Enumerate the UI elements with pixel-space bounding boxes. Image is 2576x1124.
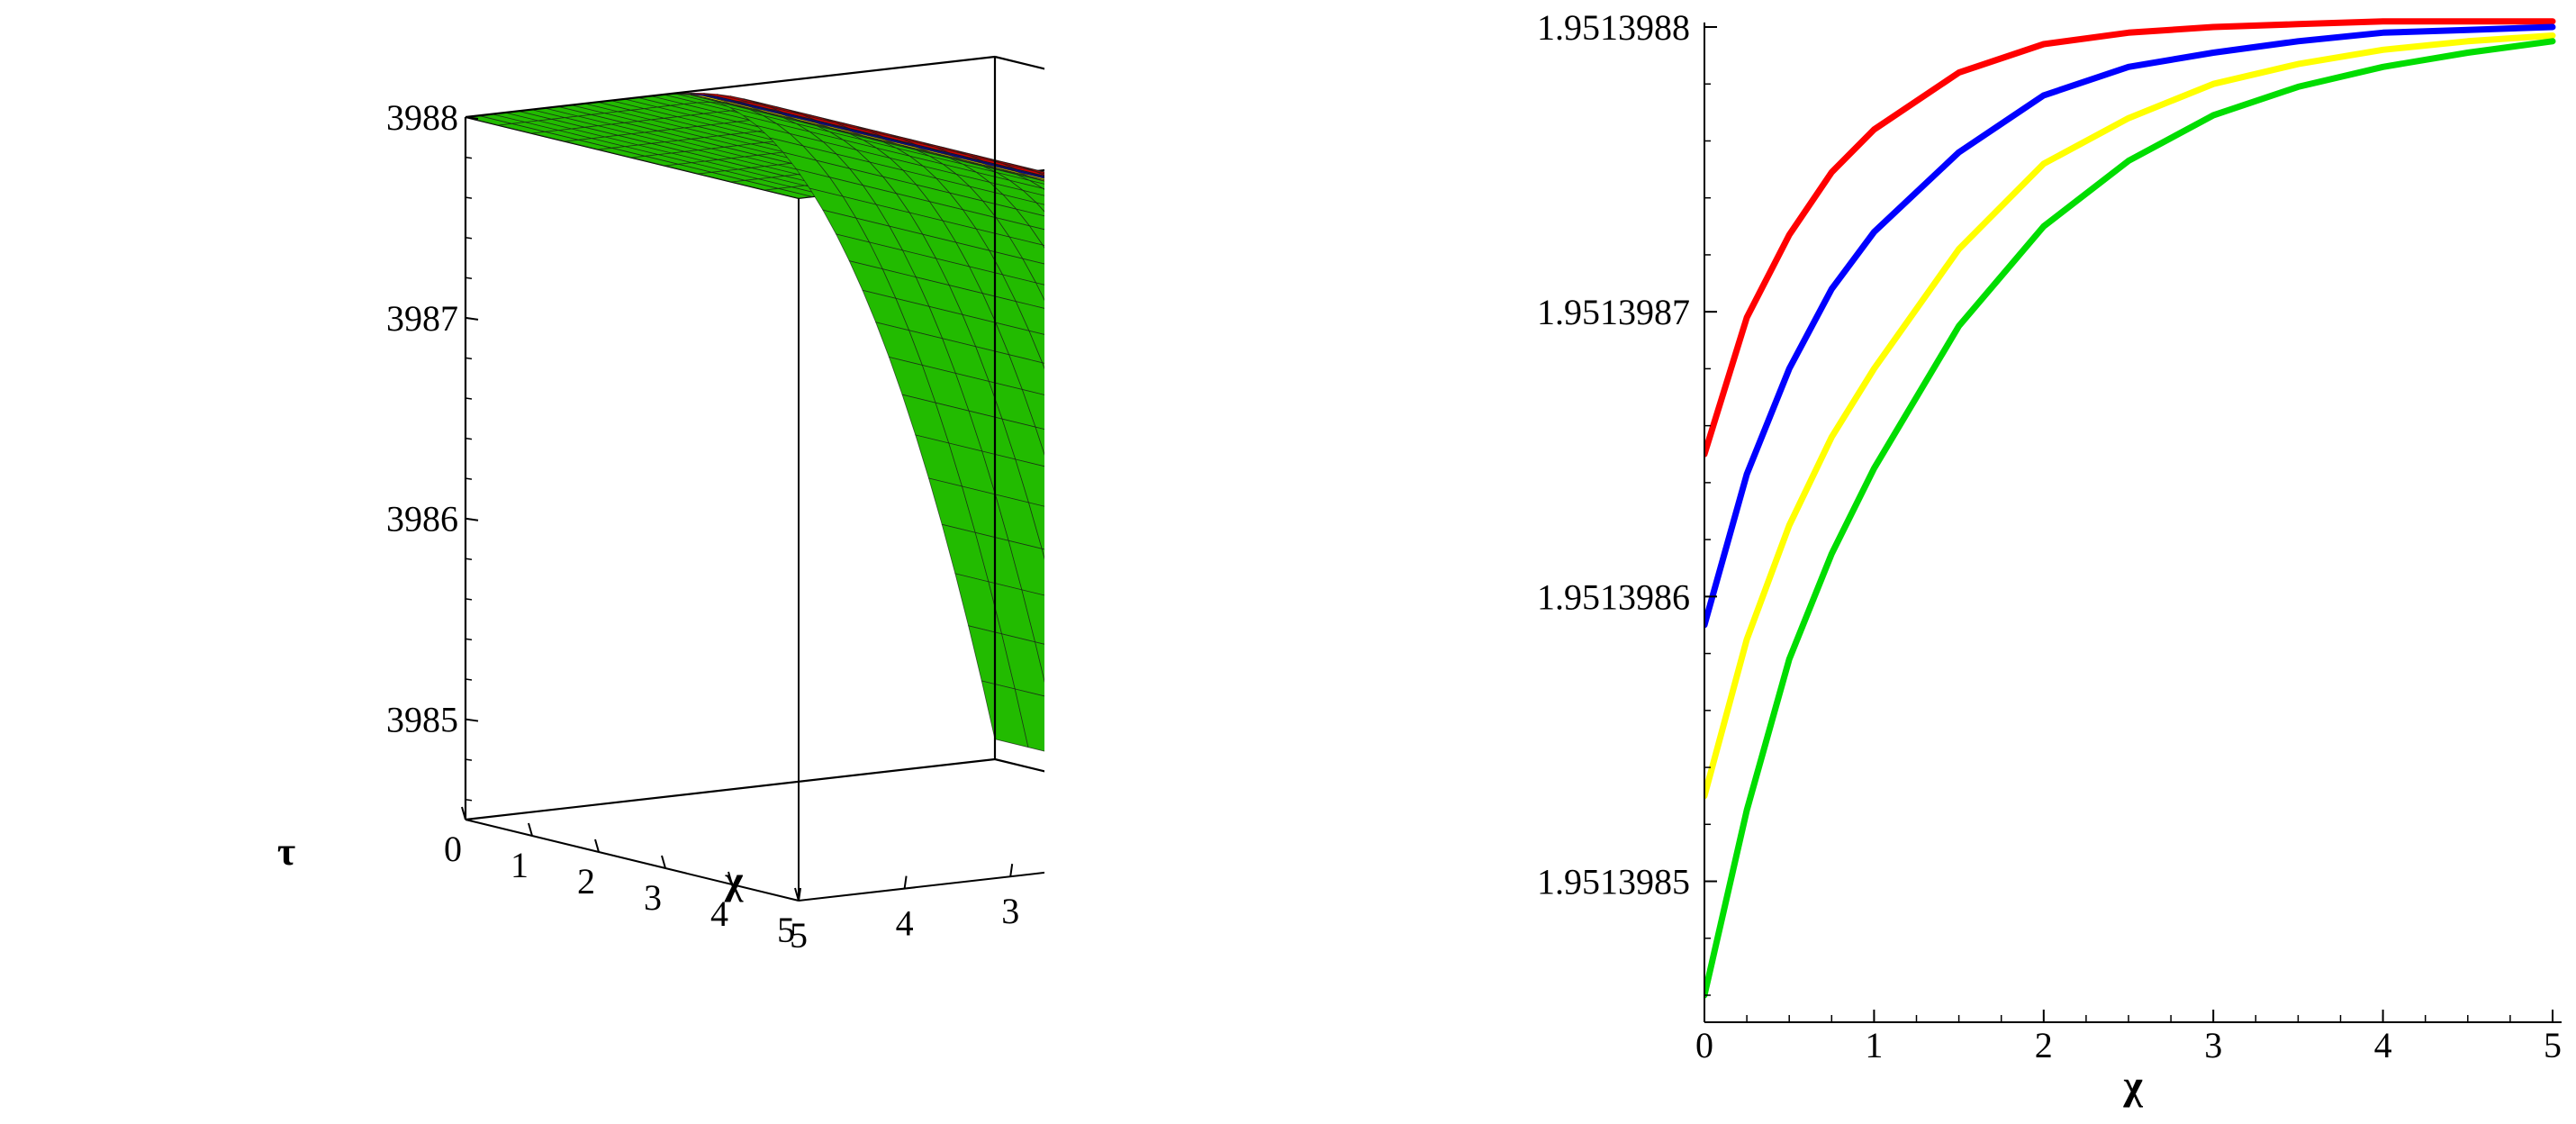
box-edge xyxy=(465,55,996,119)
chi-tick-mark xyxy=(1116,852,1118,865)
z-minor-tick xyxy=(465,517,473,521)
z-minor-tick xyxy=(465,276,473,280)
x-tick-label: 5 xyxy=(2544,1025,2562,1065)
z-minor-tick xyxy=(465,317,473,320)
z-tick-label: 3987 xyxy=(386,298,458,339)
box-edge xyxy=(465,819,800,902)
chi-tick-label: 1 xyxy=(1213,866,1231,907)
chi-tick-label: 2 xyxy=(1107,879,1125,920)
chi-tick-mark xyxy=(903,875,908,889)
x-tick-label: 1 xyxy=(1865,1025,1883,1065)
z-tick-label: 3986 xyxy=(386,499,458,539)
tau-tick-label: 0 xyxy=(444,829,462,869)
chi-tick-label: 5 xyxy=(790,915,808,956)
tau-tick-mark xyxy=(461,806,466,820)
z-tick-label: 3985 xyxy=(386,700,458,740)
tau-tick-label: 1 xyxy=(511,845,529,885)
chi-tick-mark xyxy=(1328,828,1330,840)
z-minor-tick xyxy=(465,196,473,199)
box-edge xyxy=(465,757,996,821)
x-tick-label: 0 xyxy=(1695,1025,1713,1065)
y-tick-label: 1.9513985 xyxy=(1537,862,1690,902)
tau-tick-label: 5 xyxy=(777,910,795,950)
tau-tick-mark xyxy=(661,855,666,869)
z-minor-tick xyxy=(465,156,473,159)
z-minor-tick xyxy=(465,678,473,681)
y-tick-label: 1.9513986 xyxy=(1537,576,1690,617)
z-minor-tick xyxy=(465,477,473,480)
x-axis-ticks: 0 1 2 3 4 5 xyxy=(1695,1010,2562,1065)
z-minor-tick xyxy=(465,437,473,440)
z-minor-tick xyxy=(465,798,473,802)
surface-plot-3d: 3985 3986 3987 3988 0 1 2 3 4 5 0 1 2 3 4 5 τ χ xyxy=(277,55,1337,956)
tau-tick-label: 4 xyxy=(710,893,728,934)
box-edge xyxy=(798,871,1044,902)
x-tick-label: 4 xyxy=(2374,1025,2392,1065)
line-plot-2d: 1.9513985 1.9513986 1.9513987 1.9513988 0 1 2… xyxy=(1537,7,2562,1108)
chi-tick-label: 4 xyxy=(896,903,914,944)
x-axis-label: χ xyxy=(2122,1062,2143,1108)
tau-axis: 0 1 2 3 4 5 xyxy=(444,806,800,950)
chi-axis-label-3d: χ xyxy=(724,858,744,902)
series-lines xyxy=(1704,18,2556,999)
tau-axis-label: τ xyxy=(277,829,295,874)
z-minor-tick xyxy=(465,557,473,561)
box-edge xyxy=(994,757,1044,773)
chi-tick-label: 3 xyxy=(1001,891,1019,931)
tau-tick-label: 3 xyxy=(644,877,662,918)
z-tick-label: 3988 xyxy=(386,97,458,138)
x-tick-label: 2 xyxy=(2035,1025,2053,1065)
z-minor-tick xyxy=(465,397,473,400)
plot-box-front-edges xyxy=(464,55,1044,821)
tau-tick-mark xyxy=(594,838,600,853)
surface-4 xyxy=(465,94,1044,752)
series-line-4 xyxy=(1704,38,2556,999)
chi-axis-3d: 0 1 2 3 4 5 xyxy=(790,828,1337,956)
z-minor-tick xyxy=(465,236,473,240)
z-minor-tick xyxy=(465,758,473,761)
chi-tick-mark xyxy=(798,887,801,902)
x-tick-label: 3 xyxy=(2204,1025,2222,1065)
tau-tick-label: 2 xyxy=(577,861,595,902)
y-axis-ticks: 1.9513985 1.9513986 1.9513987 1.9513988 xyxy=(1537,7,1717,996)
y-tick-label: 1.9513988 xyxy=(1537,7,1690,48)
z-tick-mark xyxy=(465,116,479,120)
surfaces xyxy=(465,92,1044,752)
chi-tick-label: 0 xyxy=(1319,855,1337,895)
series-line-2 xyxy=(1704,23,2556,629)
chi-tick-mark xyxy=(1009,864,1014,877)
y-tick-label: 1.9513987 xyxy=(1537,292,1690,332)
tau-tick-mark xyxy=(728,871,733,885)
tau-tick-mark xyxy=(528,822,533,837)
series-line-1 xyxy=(1704,18,2556,458)
chi-tick-mark xyxy=(1222,839,1224,852)
series-line-3 xyxy=(1704,32,2556,800)
z-axis: 3985 3986 3987 3988 xyxy=(386,97,479,802)
z-minor-tick xyxy=(465,718,473,721)
z-minor-tick xyxy=(465,598,473,601)
box-edge xyxy=(994,55,1044,70)
